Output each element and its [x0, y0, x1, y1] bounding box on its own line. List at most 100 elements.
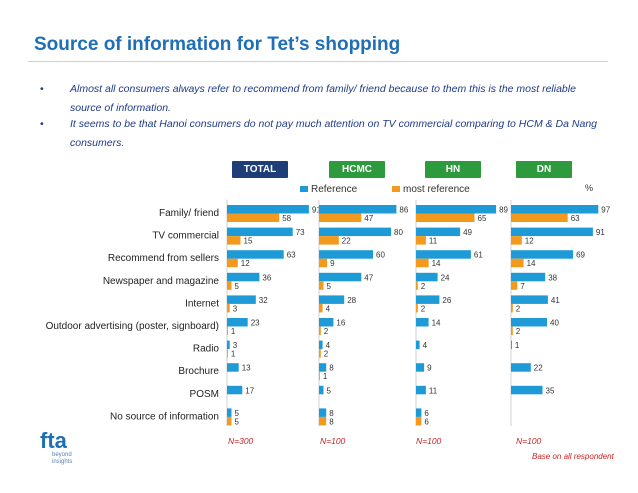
bar-hn-reference-newspaper-and-magazine: [416, 272, 438, 282]
data-label-hcmc-most-reference-newspaper-and-magazine: 5: [327, 282, 332, 291]
data-label-total-reference-no-source-of-information: 5: [235, 409, 240, 418]
bar-total-reference-tv-commercial: [227, 227, 293, 237]
bar-dn-most-reference-tv-commercial: [511, 236, 522, 245]
data-label-total-most-reference-outdoor-advertising-poster-signboard: 1: [231, 327, 236, 336]
data-label-total-reference-brochure: 13: [242, 364, 251, 373]
data-label-hcmc-most-reference-family-friend: 47: [364, 214, 373, 223]
legend-label-reference: Reference: [311, 184, 358, 195]
bar-hcmc-reference-newspaper-and-magazine: [319, 272, 362, 282]
legend-reference: Reference: [300, 184, 357, 195]
bar-hcmc-reference-internet: [319, 295, 345, 304]
bar-total-reference-no-source-of-information: [227, 408, 232, 417]
bar-total-most-reference-recommend-from-sellers: [227, 258, 238, 268]
bar-dn-reference-radio: [511, 340, 512, 350]
fta-logo-subtitle: beyond insights: [52, 452, 72, 466]
data-label-hcmc-reference-family-friend: 86: [399, 206, 408, 215]
data-label-hn-most-reference-recommend-from-sellers: 14: [432, 259, 441, 268]
logo-sub-line-2: insights: [52, 459, 73, 465]
data-label-hcmc-reference-newspaper-and-magazine: 47: [364, 273, 373, 282]
n-label-hn: N=100: [416, 436, 442, 446]
bar-total-most-reference-newspaper-and-magazine: [227, 281, 232, 290]
data-label-hn-most-reference-tv-commercial: 11: [429, 237, 438, 246]
category-label-posm: POSM: [190, 389, 219, 400]
data-label-hcmc-most-reference-radio: 2: [324, 350, 329, 359]
bar-hn-reference-brochure: [416, 363, 425, 372]
data-label-hn-reference-internet: 26: [442, 296, 451, 305]
data-label-dn-reference-family-friend: 97: [601, 206, 610, 215]
bar-total-most-reference-radio: [227, 349, 228, 358]
bar-dn-reference-recommend-from-sellers: [511, 250, 574, 259]
bullet-item-2: • It seems to be that Hanoi consumers do…: [40, 115, 600, 155]
bar-dn-reference-internet: [511, 295, 548, 304]
base-note: Base on all respondent: [532, 452, 614, 461]
page-title: Source of information for Tet’s shopping: [34, 34, 401, 55]
legend-most-reference: most reference: [392, 184, 470, 195]
bar-total-most-reference-no-source-of-information: [227, 416, 232, 426]
bullet-marker: •: [40, 83, 44, 95]
category-label-family-friend: Family/ friend: [159, 208, 219, 219]
panel-badge-hcmc: HCMC: [329, 161, 385, 178]
data-label-dn-reference-brochure: 22: [534, 364, 543, 373]
bar-dn-most-reference-outdoor-advertising-poster-signboard: [511, 326, 513, 335]
data-label-dn-reference-newspaper-and-magazine: 38: [548, 273, 557, 282]
bar-dn-reference-family-friend: [511, 205, 599, 214]
data-label-dn-reference-radio: 1: [515, 341, 520, 350]
data-label-hn-reference-family-friend: 89: [499, 206, 508, 215]
bar-hcmc-reference-posm: [319, 385, 324, 395]
bar-hn-reference-no-source-of-information: [416, 408, 422, 417]
panel-badge-dn: DN: [516, 161, 572, 178]
data-label-hcmc-reference-recommend-from-sellers: 60: [376, 251, 385, 260]
bar-hn-reference-outdoor-advertising-poster-signboard: [416, 318, 429, 327]
bar-dn-reference-posm: [511, 385, 543, 395]
data-label-hcmc-most-reference-internet: 4: [326, 304, 331, 313]
data-label-total-reference-tv-commercial: 73: [296, 228, 305, 237]
data-label-hcmc-most-reference-brochure: 1: [323, 372, 328, 381]
data-label-total-reference-internet: 32: [259, 296, 268, 305]
data-label-dn-most-reference-recommend-from-sellers: 14: [527, 259, 536, 268]
data-label-hcmc-reference-posm: 5: [327, 386, 332, 395]
bar-hcmc-reference-radio: [319, 340, 323, 350]
data-label-hn-reference-recommend-from-sellers: 61: [474, 251, 483, 260]
bar-hcmc-reference-family-friend: [319, 205, 397, 214]
bar-hcmc-most-reference-brochure: [319, 371, 320, 381]
bar-hn-most-reference-newspaper-and-magazine: [416, 281, 418, 290]
data-label-hcmc-reference-brochure: 8: [329, 364, 334, 373]
bar-total-reference-radio: [227, 340, 230, 350]
bar-hn-reference-recommend-from-sellers: [416, 250, 471, 259]
data-label-total-reference-outdoor-advertising-poster-signboard: 23: [251, 319, 260, 328]
category-label-brochure: Brochure: [178, 366, 219, 377]
data-label-total-reference-newspaper-and-magazine: 36: [262, 273, 271, 282]
data-label-hn-reference-radio: 4: [423, 341, 428, 350]
bar-hcmc-reference-brochure: [319, 363, 327, 372]
bar-hcmc-most-reference-no-source-of-information: [319, 416, 327, 426]
data-label-total-reference-radio: 3: [233, 341, 238, 350]
data-label-dn-most-reference-internet: 2: [516, 304, 521, 313]
legend-swatch-reference: [300, 186, 308, 193]
legend-swatch-most-reference: [392, 186, 400, 193]
bar-hcmc-most-reference-outdoor-advertising-poster-signboard: [319, 326, 321, 335]
bar-hn-most-reference-no-source-of-information: [416, 416, 422, 426]
bar-total-reference-outdoor-advertising-poster-signboard: [227, 318, 248, 327]
data-label-dn-reference-internet: 41: [551, 296, 560, 305]
logo-sub-line-1: beyond: [52, 452, 72, 458]
data-label-dn-most-reference-outdoor-advertising-poster-signboard: 2: [516, 327, 521, 336]
bar-hcmc-most-reference-radio: [319, 349, 321, 358]
data-label-hn-most-reference-family-friend: 65: [478, 214, 487, 223]
data-label-dn-reference-posm: 35: [546, 386, 555, 395]
data-label-total-most-reference-tv-commercial: 15: [244, 237, 253, 246]
bar-dn-reference-newspaper-and-magazine: [511, 272, 546, 282]
data-label-hcmc-most-reference-no-source-of-information: 8: [329, 417, 334, 426]
data-label-total-reference-recommend-from-sellers: 63: [287, 251, 296, 260]
bar-hn-reference-posm: [416, 385, 426, 395]
panel-badge-total: TOTAL: [232, 161, 288, 178]
data-label-hcmc-most-reference-recommend-from-sellers: 9: [330, 259, 335, 268]
data-label-total-most-reference-recommend-from-sellers: 12: [241, 259, 250, 268]
data-label-total-most-reference-no-source-of-information: 5: [235, 417, 240, 426]
bar-hcmc-most-reference-newspaper-and-magazine: [319, 281, 324, 290]
bar-hn-most-reference-internet: [416, 303, 418, 313]
bar-hn-most-reference-family-friend: [416, 213, 475, 222]
bar-hn-most-reference-tv-commercial: [416, 236, 426, 245]
bar-hcmc-reference-outdoor-advertising-poster-signboard: [319, 318, 334, 327]
data-label-hcmc-reference-outdoor-advertising-poster-signboard: 16: [336, 319, 345, 328]
bar-hn-reference-tv-commercial: [416, 227, 461, 237]
